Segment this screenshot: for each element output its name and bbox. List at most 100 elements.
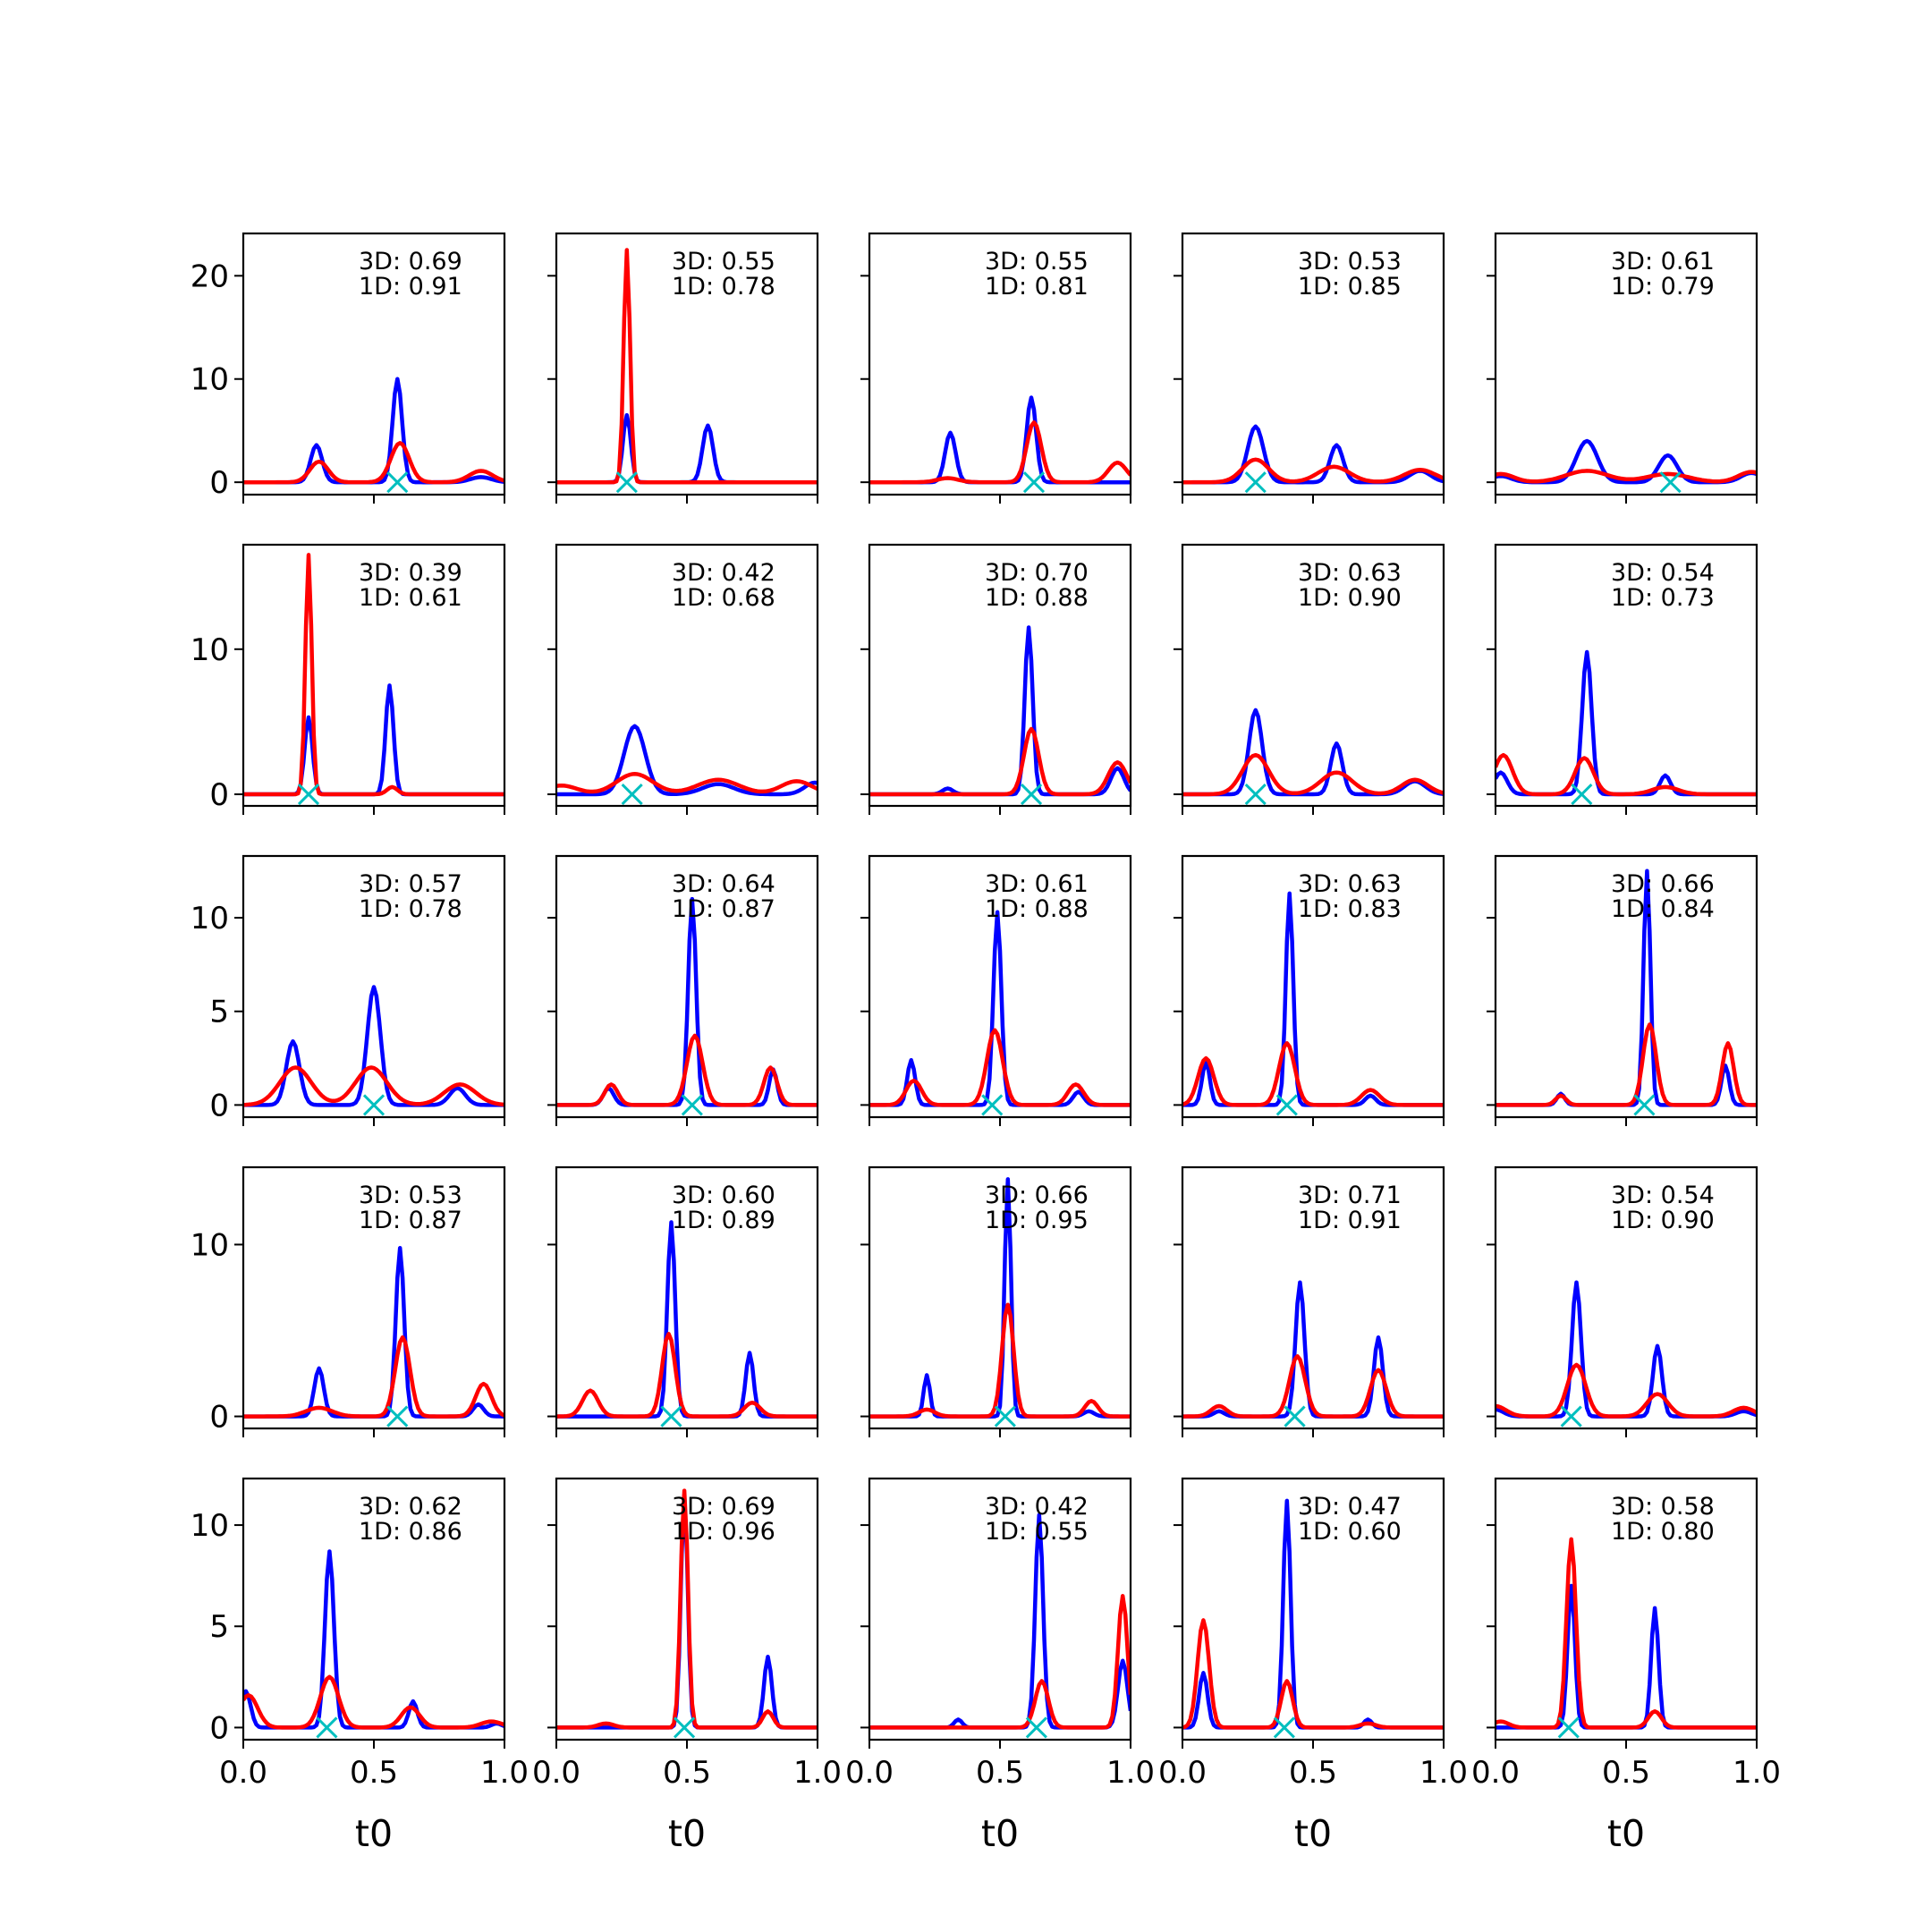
y-tick-label: 10 — [191, 632, 229, 668]
series-1d-line — [869, 1302, 1131, 1419]
y-tick-label: 0 — [209, 777, 229, 813]
annotation-1d: 1D: 0.73 — [1611, 584, 1715, 612]
annotation-1d: 1D: 0.61 — [359, 584, 462, 612]
series-1d-line — [556, 1033, 818, 1107]
marker-x — [1244, 783, 1267, 806]
annotation-3d: 3D: 0.70 — [985, 559, 1089, 587]
series-3d-line — [556, 1220, 818, 1419]
annotation-1d: 1D: 0.88 — [985, 584, 1089, 612]
annotation-1d: 1D: 0.90 — [1611, 1207, 1715, 1234]
x-tick-label: 1.0 — [1419, 1755, 1468, 1791]
series-1d-line — [1496, 1022, 1757, 1107]
annotation-1d: 1D: 0.81 — [985, 273, 1089, 301]
annotation-3d: 3D: 0.57 — [359, 870, 462, 898]
annotation-3d: 3D: 0.47 — [1298, 1493, 1402, 1521]
marker-x — [1025, 1716, 1047, 1739]
marker-x — [297, 783, 320, 806]
x-tick-label: 0.5 — [1602, 1755, 1650, 1791]
series-1d-line — [1182, 752, 1444, 797]
series-1d-line — [243, 1674, 504, 1730]
x-tick-label: 1.0 — [1106, 1755, 1155, 1791]
x-tick-label: 1.0 — [480, 1755, 529, 1791]
series-1d-line — [869, 1594, 1131, 1730]
annotation-3d: 3D: 0.53 — [359, 1182, 462, 1209]
series-1d-line — [243, 1065, 504, 1107]
marker-x — [1022, 471, 1046, 494]
y-tick-label: 10 — [191, 1227, 229, 1263]
marker-x — [1571, 783, 1593, 806]
series-1d-line — [556, 1332, 818, 1419]
annotation-3d: 3D: 0.58 — [1611, 1493, 1715, 1521]
series-1d-line — [243, 553, 504, 797]
series-1d-line — [869, 726, 1131, 797]
x-axis-label: t0 — [981, 1812, 1019, 1855]
annotation-3d: 3D: 0.61 — [1611, 248, 1715, 275]
annotation-3d: 3D: 0.62 — [359, 1493, 462, 1521]
series-3d-line — [243, 985, 504, 1107]
annotation-1d: 1D: 0.78 — [672, 273, 775, 301]
annotation-1d: 1D: 0.85 — [1298, 273, 1402, 301]
marker-x — [1557, 1716, 1580, 1739]
marker-x — [994, 1405, 1016, 1428]
annotation-1d: 1D: 0.89 — [672, 1207, 775, 1234]
series-3d-line — [243, 1246, 504, 1419]
annotation-3d: 3D: 0.42 — [672, 559, 775, 587]
marker-x — [1560, 1405, 1582, 1428]
y-tick-label: 0 — [209, 1088, 229, 1123]
series-3d-line — [1496, 649, 1757, 797]
marker-x — [386, 1405, 409, 1428]
series-3d-line — [556, 412, 818, 485]
annotation-3d: 3D: 0.66 — [1611, 870, 1715, 898]
y-tick-label: 10 — [191, 362, 229, 398]
marker-x — [981, 1094, 1004, 1116]
annotation-3d: 3D: 0.66 — [985, 1182, 1089, 1209]
x-tick-label: 0.0 — [532, 1755, 580, 1791]
marker-x — [1284, 1405, 1306, 1428]
annotation-1d: 1D: 0.55 — [985, 1518, 1089, 1546]
annotation-1d: 1D: 0.79 — [1611, 273, 1715, 301]
annotation-3d: 3D: 0.61 — [985, 870, 1089, 898]
y-tick-label: 10 — [191, 1508, 229, 1544]
marker-x — [660, 1405, 682, 1428]
series-1d-line — [869, 1028, 1131, 1107]
marker-x — [386, 471, 409, 494]
annotation-3d: 3D: 0.71 — [1298, 1182, 1402, 1209]
series-1d-line — [1496, 1362, 1757, 1419]
series-1d-line — [1496, 469, 1757, 484]
annotation-1d: 1D: 0.95 — [985, 1207, 1089, 1234]
y-tick-label: 0 — [209, 465, 229, 501]
marker-x — [1273, 1716, 1295, 1739]
annotation-1d: 1D: 0.60 — [1298, 1518, 1402, 1546]
series-1d-line — [243, 441, 504, 485]
series-1d-line — [1182, 1041, 1444, 1107]
marker-x — [615, 471, 638, 494]
x-tick-label: 0.5 — [663, 1755, 711, 1791]
annotation-1d: 1D: 0.80 — [1611, 1518, 1715, 1546]
annotation-1d: 1D: 0.84 — [1611, 895, 1715, 923]
annotation-1d: 1D: 0.78 — [359, 895, 462, 923]
series-3d-line — [1182, 1280, 1444, 1419]
x-tick-label: 0.5 — [976, 1755, 1024, 1791]
annotation-1d: 1D: 0.90 — [1298, 584, 1402, 612]
annotation-3d: 3D: 0.63 — [1298, 559, 1402, 587]
marker-x — [1633, 1094, 1656, 1116]
series-1d-line — [556, 248, 818, 485]
series-1d-line — [243, 1335, 504, 1419]
series-1d-line — [1182, 1618, 1444, 1730]
series-3d-line — [243, 377, 504, 485]
x-axis-label: t0 — [1294, 1812, 1332, 1855]
annotation-1d: 1D: 0.96 — [672, 1518, 775, 1546]
